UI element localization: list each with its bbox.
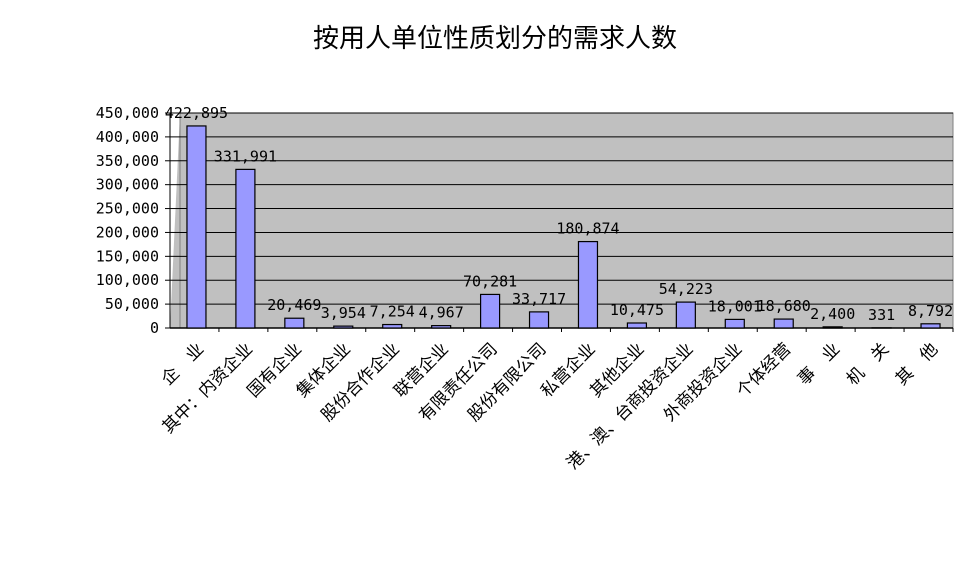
bar-7 <box>479 293 501 329</box>
category-label-15: 机 关 <box>843 339 893 389</box>
data-label-9: 180,874 <box>556 220 619 238</box>
y-tick-label: 400,000 <box>96 128 159 146</box>
data-label-8: 33,717 <box>512 290 566 308</box>
plot-area: 0 50,000 100,000 150,000 200,000 250,000 300,0… <box>96 104 954 474</box>
bar-3 <box>284 317 305 329</box>
data-label-13: 18,680 <box>757 297 811 315</box>
data-label-1: 422,895 <box>165 104 228 122</box>
data-label-3: 20,469 <box>267 296 321 314</box>
data-label-11: 54,223 <box>659 280 713 298</box>
y-tick-label: 100,000 <box>96 271 159 289</box>
y-tick-label: 450,000 <box>96 104 159 122</box>
y-tick-label: 300,000 <box>96 176 159 194</box>
y-tick-label: 350,000 <box>96 152 159 170</box>
bar-4 <box>333 325 354 329</box>
bar-12 <box>724 318 745 329</box>
bar-2 <box>235 168 256 329</box>
bar-16 <box>920 323 941 329</box>
data-label-5: 7,254 <box>370 303 415 321</box>
bar-6 <box>431 325 452 329</box>
y-tick-label: 250,000 <box>96 200 159 218</box>
bar-11 <box>675 301 696 329</box>
plot-wall <box>179 112 954 329</box>
data-label-15: 331 <box>868 306 895 324</box>
data-label-2: 331,991 <box>214 147 277 165</box>
category-label-16: 其 他 <box>892 339 942 389</box>
data-label-16: 8,792 <box>908 302 953 320</box>
category-label-14: 事 业 <box>794 339 844 389</box>
bar-14 <box>822 326 843 329</box>
data-label-4: 3,954 <box>321 304 366 322</box>
data-label-7: 70,281 <box>463 272 517 290</box>
y-tick-label: 50,000 <box>105 295 159 313</box>
y-tick-label: 0 <box>150 319 159 337</box>
data-label-12: 18,001 <box>708 297 762 315</box>
bar-8 <box>528 311 550 329</box>
chart-title: 按用人单位性质划分的需求人数 <box>313 24 677 54</box>
bar-1 <box>186 125 207 329</box>
data-label-10: 10,475 <box>610 301 664 319</box>
bar-5 <box>382 323 403 329</box>
data-label-14: 2,400 <box>810 305 855 323</box>
y-tick-label: 200,000 <box>96 223 159 241</box>
data-label-6: 4,967 <box>419 304 464 322</box>
category-label-2: 其中：内资企业 <box>159 339 257 437</box>
category-label-13: 个体经营 <box>733 339 795 401</box>
bar-10 <box>626 322 648 329</box>
y-tick-label: 150,000 <box>96 247 159 265</box>
bar-9 <box>577 240 599 329</box>
bar-13 <box>773 318 794 329</box>
